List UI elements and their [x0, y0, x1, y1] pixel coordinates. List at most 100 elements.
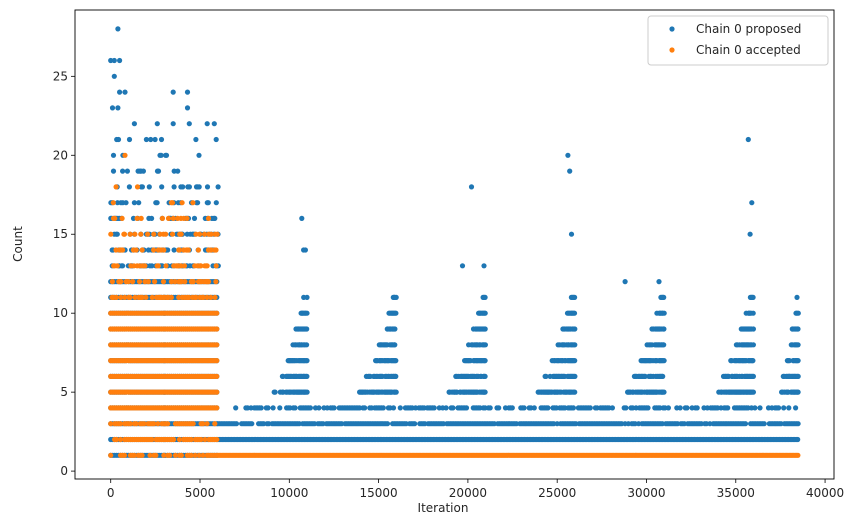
- proposed-point: [304, 342, 310, 348]
- accepted-point: [172, 279, 178, 285]
- proposed-point: [482, 326, 488, 332]
- accepted-point: [163, 231, 169, 237]
- x-axis-ticks: 0 5000 10000 15000 20000 25000 30000 35000 40000: [107, 479, 844, 500]
- proposed-point: [752, 405, 758, 411]
- proposed-point: [272, 389, 278, 395]
- accepted-point: [214, 326, 220, 332]
- accepted-point: [138, 231, 144, 237]
- accepted-point: [200, 294, 206, 300]
- proposed-point: [661, 326, 667, 332]
- accepted-point: [204, 294, 210, 300]
- proposed-point: [154, 121, 160, 127]
- proposed-point: [665, 405, 672, 411]
- accepted-point: [134, 215, 140, 221]
- proposed-point: [131, 121, 137, 127]
- proposed-point: [140, 168, 146, 174]
- proposed-point: [545, 405, 551, 411]
- accepted-point: [176, 436, 183, 443]
- accepted-point: [193, 294, 199, 300]
- proposed-point: [292, 405, 298, 411]
- accepted-point: [133, 247, 139, 253]
- proposed-point: [180, 184, 186, 190]
- proposed-point: [139, 184, 145, 190]
- proposed-outlier: [481, 263, 487, 269]
- proposed-outlier: [117, 57, 123, 64]
- accepted-point: [131, 452, 137, 458]
- proposed-point: [623, 405, 629, 411]
- proposed-outlier: [170, 89, 176, 95]
- accepted-point: [112, 215, 118, 221]
- proposed-point: [114, 231, 120, 237]
- proposed-point: [233, 421, 240, 427]
- accepted-point: [200, 421, 206, 427]
- accepted-point: [176, 247, 183, 253]
- accepted-point: [197, 231, 203, 237]
- proposed-point: [196, 184, 202, 190]
- accepted-point: [127, 294, 133, 300]
- accepted-point: [208, 294, 214, 300]
- proposed-point: [750, 342, 757, 348]
- proposed-point: [393, 294, 399, 300]
- proposed-point: [171, 247, 177, 253]
- proposed-point: [304, 373, 310, 379]
- proposed-point: [750, 310, 756, 316]
- y-tick-label: 25: [53, 69, 68, 83]
- accepted-point: [139, 247, 145, 253]
- proposed-point: [120, 168, 126, 174]
- accepted-point: [141, 421, 147, 427]
- proposed-outlier: [565, 152, 571, 158]
- proposed-outlier: [567, 168, 573, 174]
- accepted-point: [113, 294, 119, 300]
- accepted-point: [213, 279, 219, 285]
- accepted-point: [214, 436, 220, 443]
- accepted-outlier: [134, 184, 141, 190]
- proposed-point: [304, 294, 310, 300]
- proposed-outlier: [184, 105, 191, 111]
- accepted-point: [152, 279, 158, 285]
- proposed-point: [572, 373, 578, 379]
- x-tick-label: 30000: [627, 486, 665, 500]
- accepted-point: [149, 436, 155, 443]
- proposed-outlier: [656, 279, 662, 285]
- accepted-point: [161, 452, 167, 458]
- proposed-outlier: [568, 231, 575, 237]
- proposed-point: [277, 405, 283, 411]
- proposed-point: [159, 263, 165, 269]
- proposed-point: [110, 152, 117, 158]
- y-tick-label: 10: [53, 306, 68, 320]
- accepted-point: [149, 294, 155, 300]
- proposed-outlier: [299, 215, 305, 221]
- proposed-point: [304, 326, 310, 332]
- accepted-point: [795, 452, 801, 458]
- accepted-point: [178, 279, 184, 285]
- proposed-point: [794, 294, 800, 300]
- accepted-point: [127, 231, 133, 237]
- accepted-point: [213, 247, 219, 253]
- accepted-point: [169, 231, 176, 237]
- accepted-point: [139, 452, 145, 458]
- proposed-outlier: [122, 89, 128, 95]
- proposed-point: [786, 405, 792, 411]
- proposed-point: [175, 168, 181, 174]
- proposed-outlier: [115, 26, 121, 32]
- accepted-point: [178, 452, 184, 458]
- proposed-point: [126, 136, 133, 143]
- proposed-point: [795, 342, 801, 348]
- accepted-point: [188, 436, 194, 443]
- accepted-point: [119, 215, 125, 221]
- accepted-point: [108, 231, 114, 237]
- accepted-outlier: [190, 200, 196, 206]
- y-tick-label: 15: [53, 227, 68, 241]
- accepted-point: [214, 231, 220, 237]
- proposed-point: [159, 184, 165, 190]
- proposed-point: [362, 405, 368, 411]
- accepted-point: [200, 452, 206, 458]
- legend-marker-accepted: [669, 47, 675, 53]
- accepted-point: [132, 294, 138, 300]
- accepted-point: [159, 215, 165, 221]
- proposed-point: [316, 405, 322, 411]
- accepted-point: [138, 215, 144, 221]
- proposed-outlier: [459, 263, 466, 269]
- proposed-point: [148, 136, 154, 143]
- proposed-outlier: [468, 184, 475, 190]
